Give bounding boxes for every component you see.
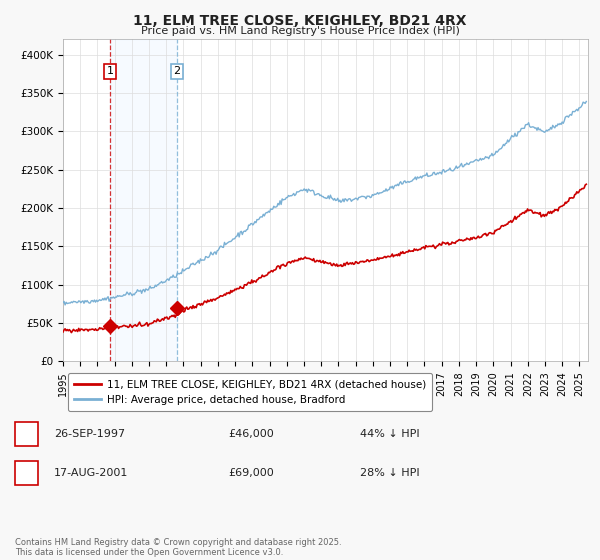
Text: £69,000: £69,000 (228, 468, 274, 478)
Text: 28% ↓ HPI: 28% ↓ HPI (360, 468, 419, 478)
Text: 11, ELM TREE CLOSE, KEIGHLEY, BD21 4RX: 11, ELM TREE CLOSE, KEIGHLEY, BD21 4RX (133, 14, 467, 28)
Text: Contains HM Land Registry data © Crown copyright and database right 2025.
This d: Contains HM Land Registry data © Crown c… (15, 538, 341, 557)
Text: 1: 1 (107, 67, 113, 76)
Text: 1: 1 (23, 429, 30, 439)
Legend: 11, ELM TREE CLOSE, KEIGHLEY, BD21 4RX (detached house), HPI: Average price, det: 11, ELM TREE CLOSE, KEIGHLEY, BD21 4RX (… (68, 373, 432, 411)
Text: 2: 2 (173, 67, 181, 76)
Bar (110, 39, 177, 361)
Text: 26-SEP-1997: 26-SEP-1997 (54, 429, 125, 439)
Text: 17-AUG-2001: 17-AUG-2001 (54, 468, 128, 478)
Text: Price paid vs. HM Land Registry's House Price Index (HPI): Price paid vs. HM Land Registry's House … (140, 26, 460, 36)
Text: 44% ↓ HPI: 44% ↓ HPI (360, 429, 419, 439)
Text: 2: 2 (23, 468, 30, 478)
Text: £46,000: £46,000 (228, 429, 274, 439)
